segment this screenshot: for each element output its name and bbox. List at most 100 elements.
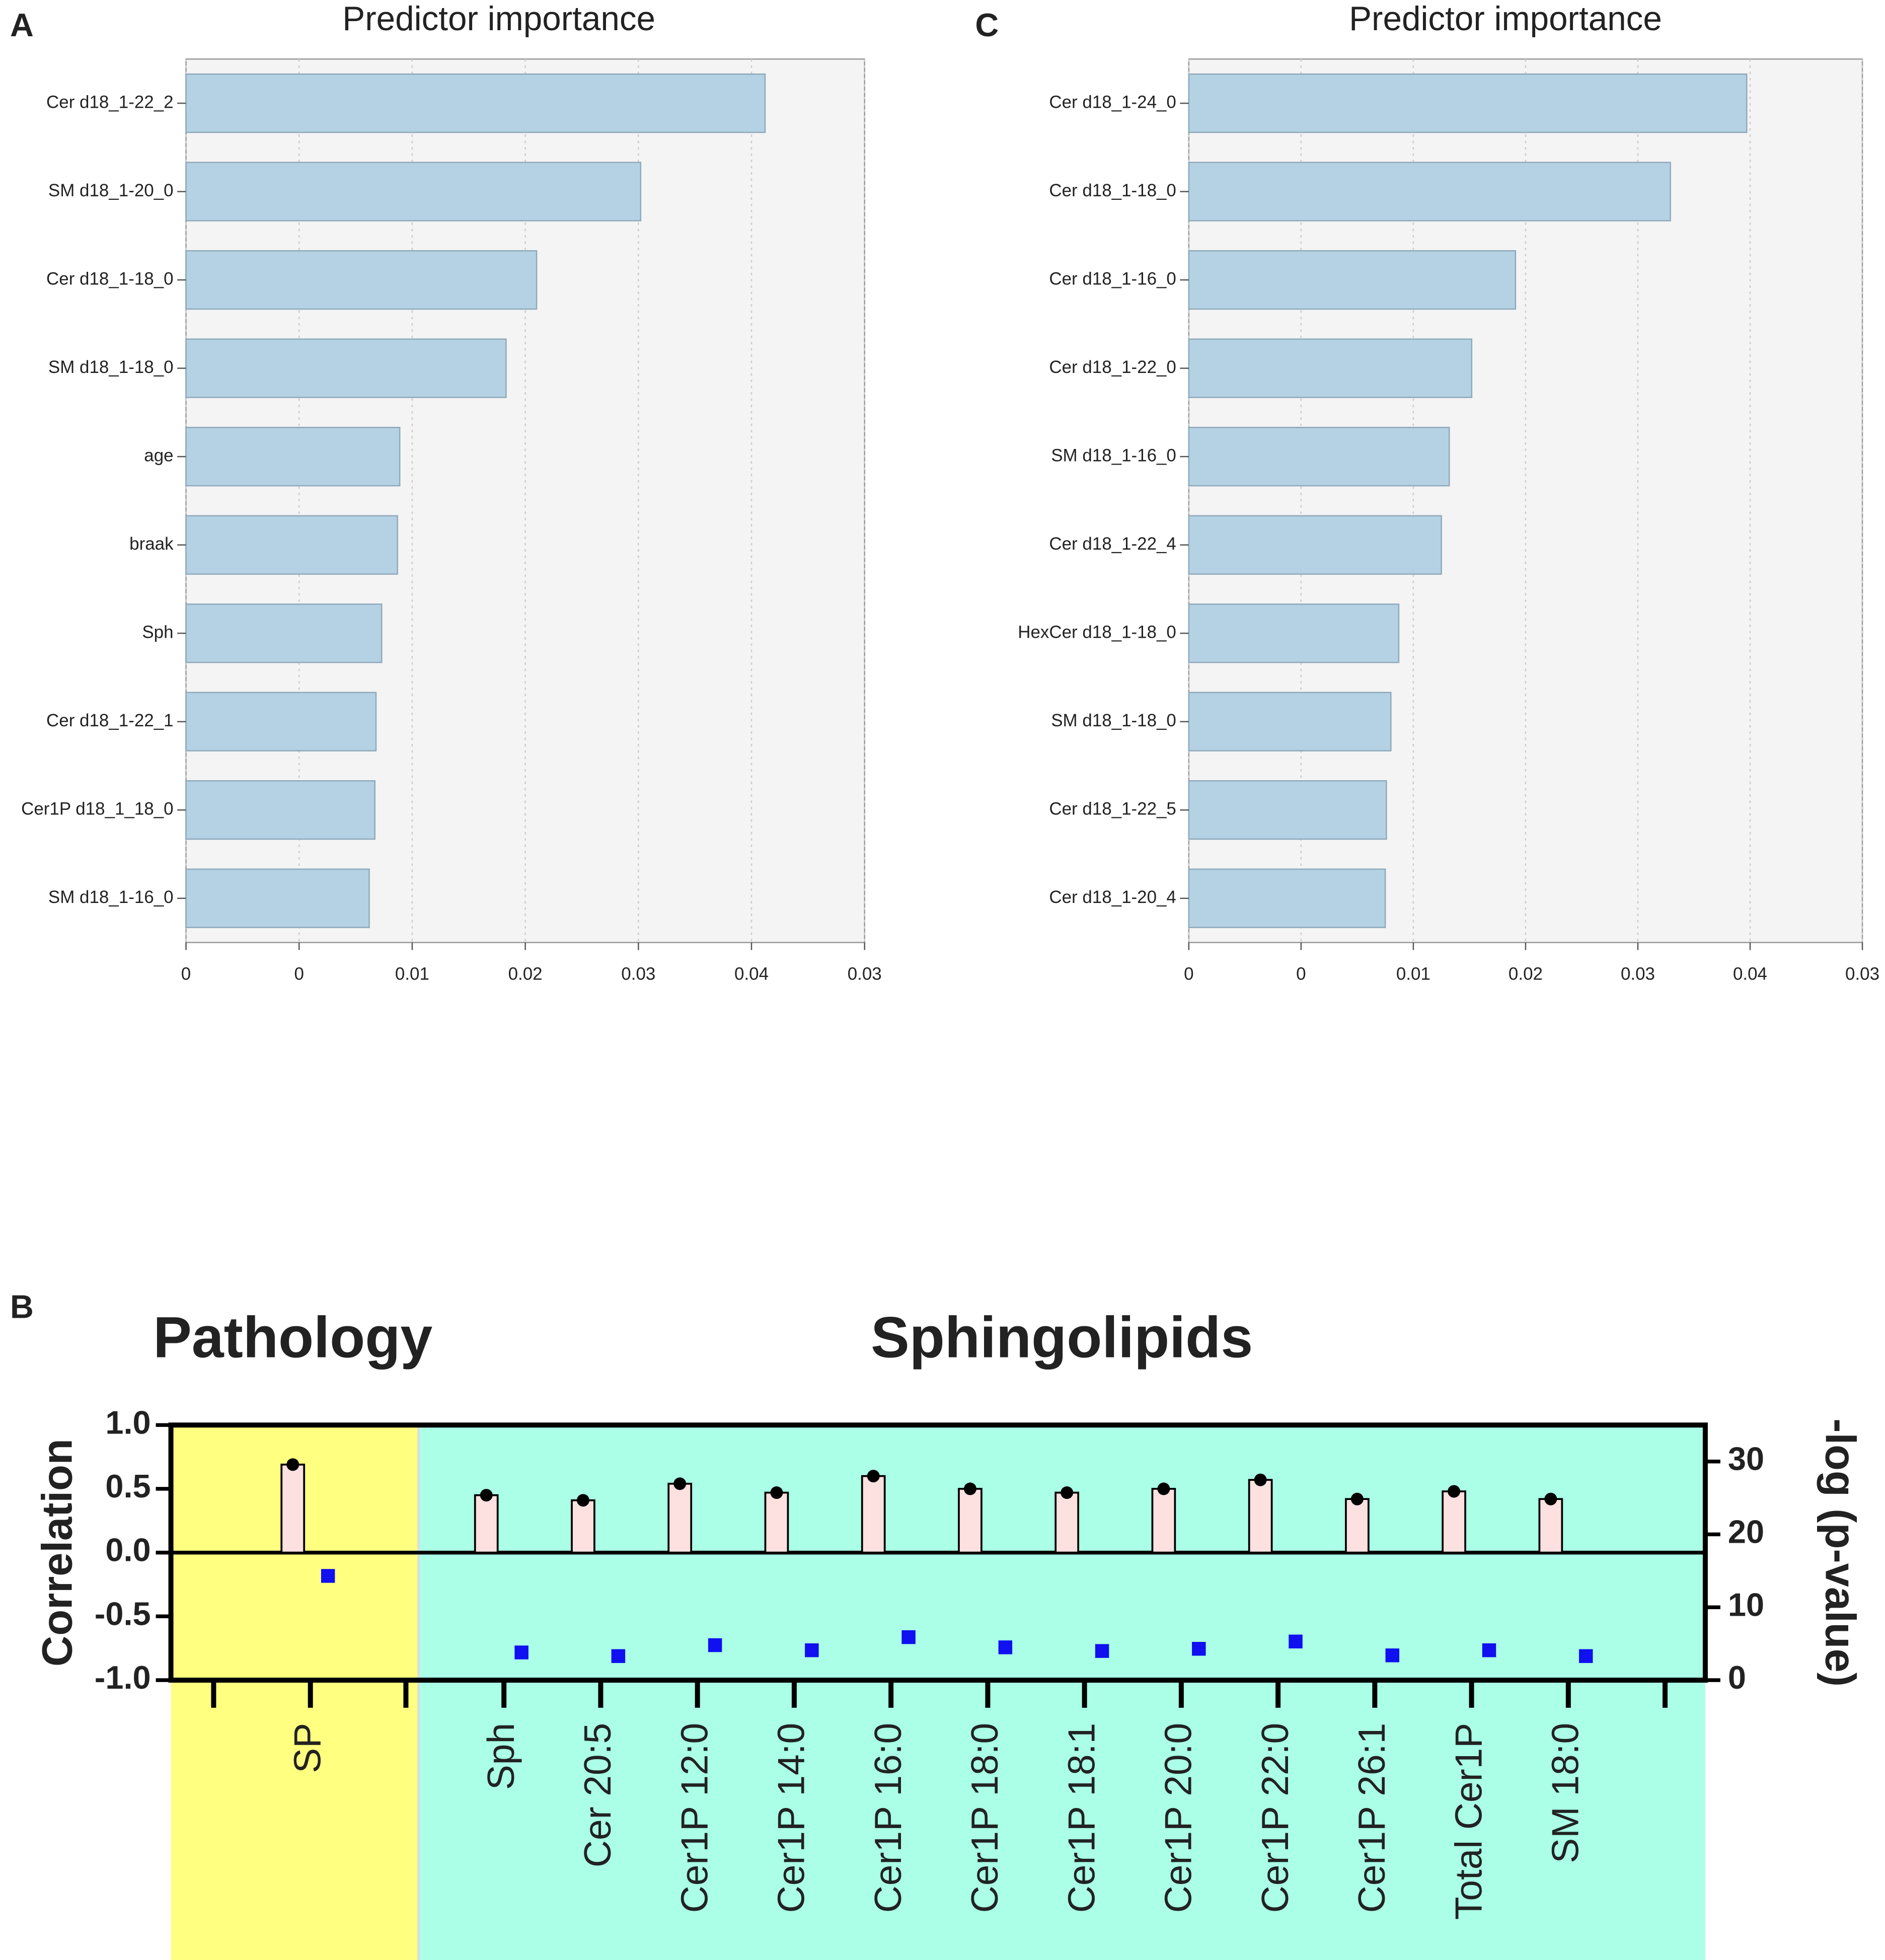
x-tick-label: 0.03 (1621, 964, 1655, 984)
y-tick-label: SM d18_1-18_0 (48, 357, 174, 377)
y-tick-label: Cer d18_1-18_0 (1049, 181, 1176, 200)
point (1579, 1649, 1593, 1663)
y-tick-label: SM d18_1-16_0 (48, 887, 174, 907)
bar-dot (1350, 1492, 1364, 1505)
x-tick-label: Cer1P 14:0 (770, 1723, 812, 1913)
x-tick-label: Cer1P 26:1 (1350, 1723, 1393, 1913)
bar (185, 426, 401, 487)
bar-dot (1254, 1473, 1267, 1486)
bar (1538, 1498, 1563, 1554)
bar-dot (673, 1477, 687, 1490)
x-tick-label: SM 18:0 (1544, 1723, 1587, 1863)
point (514, 1645, 529, 1660)
point (1482, 1643, 1496, 1657)
y-tick-label: Cer d18_1-18_0 (46, 269, 174, 288)
bar (1248, 1479, 1273, 1554)
point (998, 1640, 1013, 1654)
chart-title: Predictor importance (1349, 0, 1662, 38)
bar (185, 692, 377, 751)
y-tick-label: age (144, 445, 173, 465)
bar (185, 73, 766, 133)
bar-dot (286, 1458, 299, 1471)
x-tick-label: 0.03 (621, 964, 655, 984)
x-tick-label: Cer1P 20:0 (1157, 1723, 1199, 1913)
point (1385, 1648, 1400, 1663)
chart-title: Predictor importance (342, 0, 655, 38)
x-tick-label: 0 (294, 964, 304, 984)
bar (1345, 1498, 1370, 1554)
bar (1188, 515, 1442, 575)
bar (1188, 162, 1671, 221)
y-tick-label: 0.0 (105, 1532, 150, 1568)
bar (1442, 1490, 1466, 1554)
bar (667, 1482, 693, 1554)
x-tick-label: Cer1P 16:0 (867, 1723, 909, 1913)
bar (1188, 780, 1387, 840)
bar-dot (963, 1482, 976, 1495)
x-tick-label: Cer1P 18:1 (1060, 1723, 1102, 1913)
bar (185, 780, 376, 840)
y-tick-label: HexCer d18_1-18_0 (1018, 622, 1176, 642)
x-tick-label: 0 (1296, 964, 1306, 984)
bar (185, 338, 507, 398)
y-tick-label: Cer d18_1-22_0 (1049, 357, 1176, 377)
x-tick-label: Cer1P 22:0 (1254, 1723, 1296, 1913)
x-tick-label: 0 (1184, 964, 1193, 984)
bar (1151, 1488, 1176, 1554)
bar (1188, 338, 1473, 398)
x-tick-label: SP (286, 1723, 328, 1773)
bar (1188, 426, 1450, 487)
y-tick-label: SM d18_1-18_0 (1051, 711, 1176, 730)
y-tick-label: -0.5 (95, 1595, 151, 1632)
bar (185, 162, 642, 221)
x-tick-label: 0.02 (508, 964, 543, 984)
bar (958, 1488, 983, 1554)
y-tick-label: SM d18_1-20_0 (48, 181, 174, 200)
point (1095, 1644, 1109, 1658)
y2-tick-label: 10 (1728, 1586, 1764, 1623)
y2-tick-label: 30 (1728, 1441, 1764, 1477)
bar (185, 515, 398, 575)
bar (861, 1475, 886, 1554)
y2-tick-label: 0 (1728, 1659, 1746, 1696)
y-tick-label: Cer d18_1-22_5 (1049, 799, 1176, 818)
x-tick-label: 0.01 (1396, 964, 1430, 984)
y-tick-label: 0.5 (105, 1468, 150, 1504)
x-tick-label: Cer1P 18:0 (963, 1723, 1006, 1913)
group-label: Sphingolipids (871, 1306, 1253, 1370)
y-tick-label: Sph (142, 622, 173, 642)
bar-dot (770, 1486, 783, 1499)
point (1192, 1642, 1206, 1656)
bar-dot (1061, 1486, 1074, 1499)
point (901, 1630, 916, 1644)
point (708, 1638, 722, 1652)
bar (1188, 868, 1386, 928)
bar (185, 868, 370, 928)
point (321, 1569, 335, 1583)
bar (1188, 604, 1400, 663)
bar-dot (867, 1470, 880, 1483)
panel-label: C (975, 7, 999, 43)
y-tick-label: Cer d18_1-16_0 (1049, 269, 1176, 288)
y-tick-label: Cer d18_1-22_4 (1049, 534, 1176, 554)
bar (280, 1463, 306, 1554)
bar-dot (1448, 1485, 1461, 1498)
x-tick-label: Total Cer1P (1447, 1723, 1489, 1920)
y-tick-label: -1.0 (95, 1659, 151, 1696)
y-tick-label: braak (129, 534, 174, 554)
y-axis-label: Correlation (33, 1439, 81, 1667)
bar-dot (576, 1494, 589, 1507)
x-tick-label: 0.01 (395, 964, 429, 984)
bar (185, 604, 383, 663)
y-tick-label: Cer d18_1-22_2 (46, 92, 174, 112)
x-tick-label: 0.04 (734, 964, 769, 984)
group-label: Pathology (153, 1306, 432, 1370)
bar (474, 1494, 499, 1554)
bar-dot (1157, 1482, 1170, 1495)
point (1289, 1634, 1303, 1648)
x-tick-label: 0 (181, 964, 191, 984)
y-tick-label: 1.0 (105, 1404, 150, 1441)
y-tick-label: SM d18_1-16_0 (1051, 445, 1176, 465)
bar (185, 250, 538, 310)
